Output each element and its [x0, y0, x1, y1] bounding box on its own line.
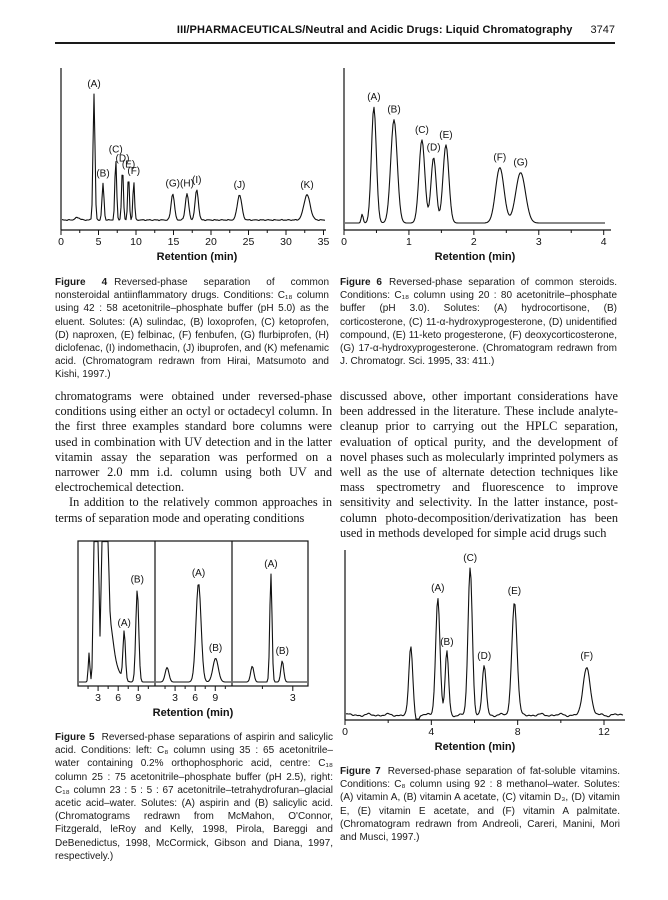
figure7-chromatogram-chart: 0 4 8 12 (A) (B) (C) (D) (E) (F) Retention (min) — [342, 550, 625, 753]
tick-label: 25 — [243, 236, 255, 248]
page-header: III/PHARMACEUTICALS/Neutral and Acidic D… — [55, 24, 615, 44]
body-paragraph: discussed above, other important conside… — [340, 389, 618, 540]
x-axis-label: Retention (min) — [153, 707, 234, 719]
tick-label: 3 — [172, 692, 178, 704]
x-axis-label: Retention (min) — [435, 741, 516, 753]
chromatogram-trace — [156, 584, 231, 683]
peak-label: (B) — [276, 646, 289, 657]
tick-label: 2 — [471, 236, 477, 248]
peak-label: (F) — [580, 651, 593, 662]
tick-label: 10 — [130, 236, 142, 248]
peak-label: (B) — [131, 575, 144, 586]
peak-label: (D) — [116, 153, 130, 164]
page-number: 3747 — [590, 24, 615, 36]
peak-label: (A) — [118, 618, 131, 629]
figure6-chromatogram-chart: 0 1 2 3 4 (A) (B) (C) (D)(E) (F) (G) Retention (min… — [341, 68, 611, 263]
tick-label: 5 — [96, 236, 102, 248]
figure4-caption-label: Figure 4 — [55, 277, 108, 288]
figure5: 3 6 9 (A) (B) 3 6 9 (A) (B) 3 (A) (B) Retention (min) — [75, 537, 337, 729]
x-axis-label: Retention (min) — [157, 251, 238, 263]
tick-label: 6 — [192, 692, 198, 704]
tick-label: 35 — [318, 236, 329, 248]
peak-label: (E) — [439, 130, 452, 141]
chromatogram-trace — [345, 567, 624, 720]
peak-label: (F) — [127, 166, 140, 177]
figure4-caption: Figure 4 Reversed-phase separation of com… — [55, 276, 329, 382]
body-paragraph: chromatograms were obtained under revers… — [55, 389, 332, 495]
peak-label: (B) — [96, 168, 109, 179]
peak-label: (G) — [166, 179, 180, 190]
tick-label: 15 — [168, 236, 180, 248]
figure7: 0 4 8 12 (A) (B) (C) (D) (E) (F) Retention (min) — [341, 545, 628, 757]
body-paragraph: In addition to the relatively common app… — [55, 495, 332, 525]
tick-label: 6 — [115, 692, 121, 704]
peak-label: (E) — [508, 586, 521, 597]
tick-label: 0 — [342, 726, 348, 738]
peak-label: (C) — [463, 553, 477, 564]
tick-label: 0 — [341, 236, 347, 248]
peak-label: (I) — [192, 175, 201, 186]
peak-label: (E) — [122, 160, 135, 171]
peak-label: (H) — [180, 179, 194, 190]
peak-label: (A) — [264, 559, 277, 570]
tick-label: 4 — [428, 726, 434, 738]
figure6-caption: Figure 6 Reversed-phase separation of com… — [340, 276, 617, 368]
peak-label: (A) — [367, 92, 380, 103]
peak-label: (G) — [513, 158, 527, 169]
tick-label: 4 — [601, 236, 607, 248]
peak-label: (A) — [192, 568, 205, 579]
figure4-chromatogram-chart: 0 5 10 15 20 25 30 35 (A) (B) (C)(D)(E)(F) (G) (H)(I… — [58, 68, 329, 263]
figure6-caption-text: Reversed-phase separation of common ster… — [340, 277, 617, 368]
peak-label: (A) — [431, 583, 444, 594]
figure7-caption: Figure 7 Reversed-phase separation of fat… — [340, 765, 620, 844]
figure6: 0 1 2 3 4 (A) (B) (C) (D) (E) (F) (G) Retention (min… — [339, 62, 616, 266]
tick-label: 9 — [135, 692, 141, 704]
tick-label: 3 — [290, 692, 296, 704]
peak-label: (C) — [109, 145, 123, 156]
chromatogram-trace — [62, 93, 325, 222]
figure7-caption-label: Figure 7 — [340, 766, 381, 777]
tick-label: 9 — [212, 692, 218, 704]
chromatogram-trace — [345, 106, 605, 224]
figure5-caption-text: Reversed-phase separations of aspirin an… — [55, 732, 333, 862]
figure4: 0 5 10 15 20 25 30 35 (A) (B) (C) (D) (E) (F) (G) (H) (I… — [57, 62, 329, 266]
peak-label: (A) — [87, 79, 100, 90]
chromatogram-trace — [233, 573, 307, 683]
figure6-caption-label: Figure 6 — [340, 277, 382, 288]
tick-label: 0 — [58, 236, 64, 248]
tick-label: 1 — [406, 236, 412, 248]
peak-label: (D) — [427, 142, 441, 153]
figure5-caption: Figure 5 Reversed-phase separations of as… — [55, 731, 333, 863]
peak-label: (J) — [234, 180, 246, 191]
peak-label: (B) — [440, 637, 453, 648]
peak-label: (D) — [477, 651, 491, 662]
body-text-left-column: chromatograms were obtained under revers… — [55, 389, 332, 526]
figure5-caption-label: Figure 5 — [55, 732, 95, 743]
x-axis-label: Retention (min) — [435, 251, 516, 263]
figure7-caption-text: Reversed-phase separation of fat-soluble… — [340, 766, 620, 844]
tick-label: 12 — [598, 726, 610, 738]
figure4-caption-text: Reversed-phase separation of common nons… — [55, 277, 330, 381]
tick-label: 20 — [205, 236, 217, 248]
tick-label: 30 — [280, 236, 292, 248]
chromatogram-trace — [79, 541, 154, 683]
peak-label: (B) — [387, 105, 400, 116]
tick-label: 8 — [515, 726, 521, 738]
peak-label: (B) — [209, 643, 222, 654]
header-title: III/PHARMACEUTICALS/Neutral and Acidic D… — [176, 24, 573, 36]
peak-label: (K) — [300, 180, 313, 191]
plot-border — [77, 540, 309, 687]
figure5-chromatogram-chart: 3 6 9 (A) (B) 3 6 9 (A) (B) 3 (A) (B) Retention (min) — [77, 540, 309, 719]
peak-label: (F) — [493, 153, 506, 164]
tick-label: 3 — [536, 236, 542, 248]
tick-label: 3 — [95, 692, 101, 704]
body-text-right-column: discussed above, other important conside… — [340, 389, 618, 541]
peak-label: (C) — [415, 125, 429, 136]
